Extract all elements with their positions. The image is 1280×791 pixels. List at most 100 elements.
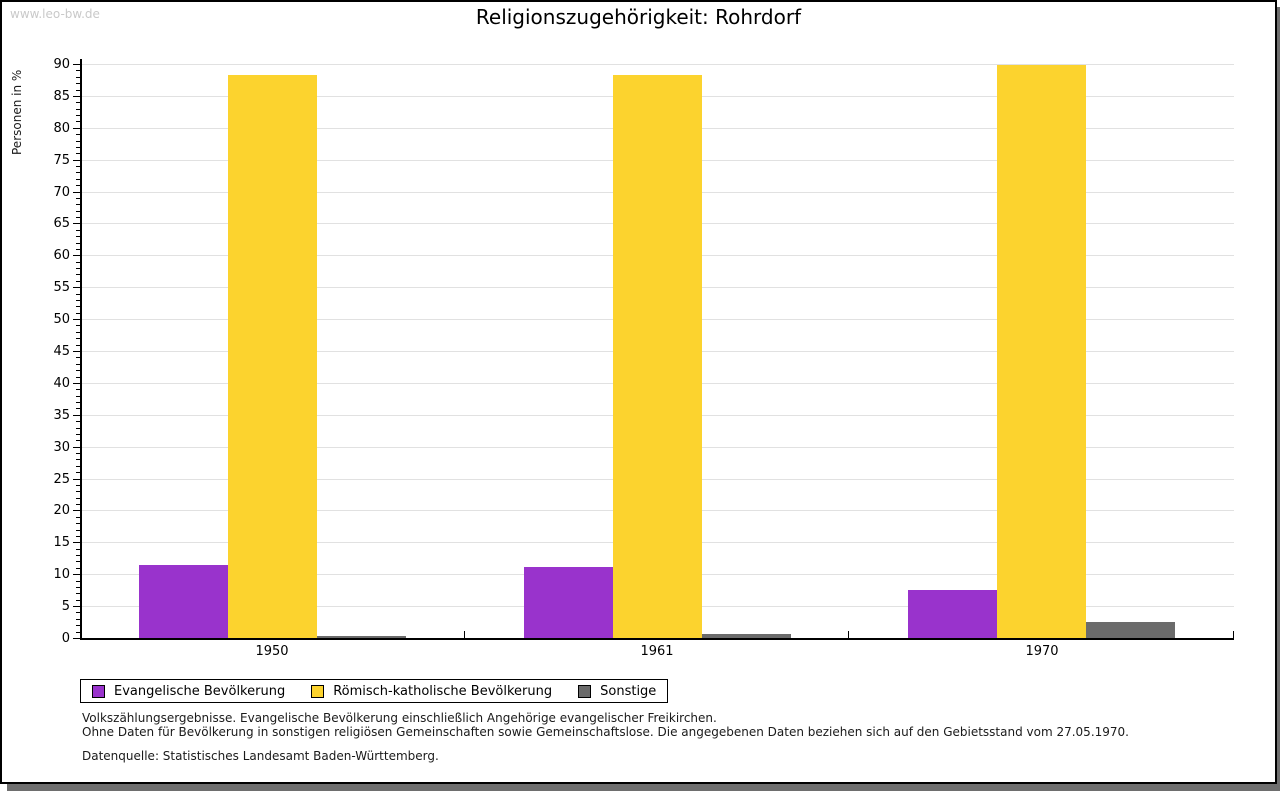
y-minor-tick xyxy=(76,166,80,167)
y-minor-tick xyxy=(76,102,80,103)
y-minor-tick xyxy=(76,440,80,441)
watermark-text: www.leo-bw.de xyxy=(10,7,100,21)
y-minor-tick xyxy=(76,109,80,110)
y-major-tick xyxy=(73,415,80,416)
y-minor-tick xyxy=(76,325,80,326)
y-major-tick xyxy=(73,192,80,193)
bar-r-misch-katholische-bev-lkerung-1961 xyxy=(613,75,702,638)
y-minor-tick xyxy=(76,428,80,429)
y-minor-tick xyxy=(76,243,80,244)
legend-item: Sonstige xyxy=(578,684,656,699)
y-minor-tick xyxy=(76,236,80,237)
y-major-tick xyxy=(73,542,80,543)
bar-r-misch-katholische-bev-lkerung-1950 xyxy=(228,75,317,638)
y-minor-tick xyxy=(76,593,80,594)
y-minor-tick xyxy=(76,338,80,339)
y-minor-tick xyxy=(76,249,80,250)
y-tick-label: 45 xyxy=(53,344,70,359)
y-minor-tick xyxy=(76,153,80,154)
y-minor-tick xyxy=(76,115,80,116)
y-minor-tick xyxy=(76,498,80,499)
footnote-line-2: Ohne Daten für Bevölkerung in sonstigen … xyxy=(82,725,1129,739)
y-minor-tick xyxy=(76,313,80,314)
y-minor-tick xyxy=(76,134,80,135)
y-tick-label: 30 xyxy=(53,440,70,455)
y-minor-tick xyxy=(76,549,80,550)
footnote-line-1: Volkszählungsergebnisse. Evangelische Be… xyxy=(82,711,717,725)
y-major-tick xyxy=(73,223,80,224)
y-minor-tick xyxy=(76,90,80,91)
y-tick-label: 10 xyxy=(53,567,70,582)
x-axis-line xyxy=(80,638,1234,640)
y-tick-label: 85 xyxy=(53,89,70,104)
y-minor-tick xyxy=(76,364,80,365)
y-tick-label: 80 xyxy=(53,121,70,136)
y-minor-tick xyxy=(76,619,80,620)
y-minor-tick xyxy=(76,281,80,282)
y-minor-tick xyxy=(76,625,80,626)
y-minor-tick xyxy=(76,204,80,205)
y-axis-line xyxy=(80,59,82,640)
y-major-tick xyxy=(73,574,80,575)
y-major-tick xyxy=(73,255,80,256)
y-tick-label: 50 xyxy=(53,312,70,327)
y-tick-label: 75 xyxy=(53,153,70,168)
y-minor-tick xyxy=(76,357,80,358)
y-major-tick xyxy=(73,447,80,448)
x-tick-label: 1961 xyxy=(640,644,674,659)
y-minor-tick xyxy=(76,421,80,422)
y-major-tick xyxy=(73,351,80,352)
y-minor-tick xyxy=(76,70,80,71)
y-tick-label: 40 xyxy=(53,376,70,391)
x-tick-label: 1950 xyxy=(255,644,289,659)
y-minor-tick xyxy=(76,217,80,218)
y-minor-tick xyxy=(76,402,80,403)
legend-swatch xyxy=(311,684,325,698)
y-minor-tick xyxy=(76,408,80,409)
y-tick-label: 90 xyxy=(53,57,70,72)
y-minor-tick xyxy=(76,530,80,531)
bar-evangelische-bev-lkerung-1950 xyxy=(139,565,228,638)
y-minor-tick xyxy=(76,453,80,454)
y-minor-tick xyxy=(76,268,80,269)
bar-evangelische-bev-lkerung-1970 xyxy=(908,590,997,638)
y-minor-tick xyxy=(76,466,80,467)
x-boundary-tick xyxy=(848,631,849,638)
y-tick-label: 65 xyxy=(53,216,70,231)
x-tick-label: 1970 xyxy=(1025,644,1059,659)
y-tick-label: 20 xyxy=(53,503,70,518)
y-minor-tick xyxy=(76,523,80,524)
y-minor-tick xyxy=(76,600,80,601)
y-minor-tick xyxy=(76,561,80,562)
bar-sonstige-1961 xyxy=(702,634,791,638)
y-minor-tick xyxy=(76,485,80,486)
y-major-tick xyxy=(73,383,80,384)
y-minor-tick xyxy=(76,306,80,307)
y-tick-label: 25 xyxy=(53,472,70,487)
y-minor-tick xyxy=(76,396,80,397)
legend-swatch xyxy=(92,684,105,698)
y-major-tick xyxy=(73,128,80,129)
bar-r-misch-katholische-bev-lkerung-1970 xyxy=(997,65,1086,638)
legend-item: Römisch-katholische Bevölkerung xyxy=(311,684,552,699)
y-minor-tick xyxy=(76,389,80,390)
y-major-tick xyxy=(73,479,80,480)
y-major-tick xyxy=(73,160,80,161)
y-minor-tick xyxy=(76,345,80,346)
y-minor-tick xyxy=(76,121,80,122)
bar-sonstige-1970 xyxy=(1086,622,1175,638)
y-minor-tick xyxy=(76,517,80,518)
y-minor-tick xyxy=(76,434,80,435)
legend: Evangelische Bevölkerung Römisch-katholis… xyxy=(80,679,669,703)
y-minor-tick xyxy=(76,491,80,492)
data-source-note: Datenquelle: Statistisches Landesamt Bad… xyxy=(82,749,439,763)
y-minor-tick xyxy=(76,300,80,301)
y-minor-tick xyxy=(76,568,80,569)
y-major-tick xyxy=(73,510,80,511)
y-major-tick xyxy=(73,96,80,97)
x-boundary-tick xyxy=(1233,631,1234,638)
y-minor-tick xyxy=(76,83,80,84)
y-minor-tick xyxy=(76,172,80,173)
